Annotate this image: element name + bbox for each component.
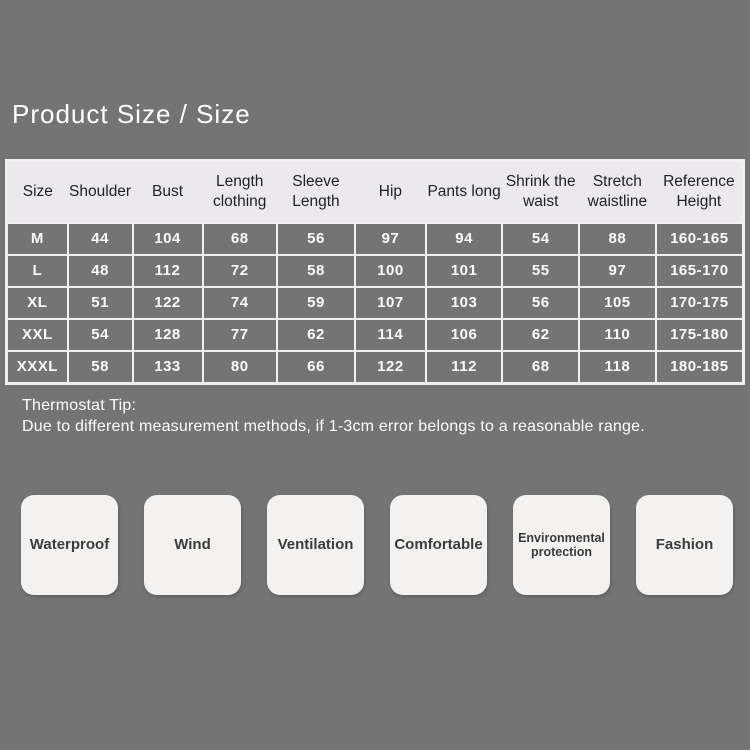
column-header-stretch-waistline: Stretch waistline bbox=[587, 173, 648, 210]
value-cell: 62 bbox=[275, 317, 357, 352]
size-cell: XXL bbox=[5, 317, 69, 352]
value-cell: 105 bbox=[578, 285, 657, 320]
value-cell: 77 bbox=[201, 317, 278, 352]
tip-heading: Thermostat Tip: bbox=[22, 397, 137, 414]
feature-badge-label: Ventilation bbox=[277, 536, 354, 554]
value-cell: 97 bbox=[354, 221, 427, 256]
size-cell: M bbox=[5, 221, 69, 256]
value-cell: 107 bbox=[354, 285, 427, 320]
value-cell: 54 bbox=[66, 317, 134, 352]
value-cell: 118 bbox=[578, 349, 657, 384]
value-cell: 104 bbox=[131, 221, 204, 256]
value-cell: 68 bbox=[201, 221, 278, 256]
page-title: Product Size / Size bbox=[12, 99, 251, 129]
value-cell: 80 bbox=[201, 349, 278, 384]
column-header-sleeve-length: Sleeve Length bbox=[292, 173, 340, 210]
value-cell: 44 bbox=[66, 221, 134, 256]
value-cell: 94 bbox=[424, 221, 504, 256]
value-cell: 128 bbox=[131, 317, 204, 352]
value-cell: 62 bbox=[501, 317, 581, 352]
value-cell: 112 bbox=[131, 253, 204, 288]
value-cell: 170-175 bbox=[654, 285, 745, 320]
feature-badge-label: Environmental protection bbox=[518, 530, 605, 559]
value-cell: 72 bbox=[201, 253, 278, 288]
column-header-shrink-the-waist: Shrink the waist bbox=[505, 173, 576, 210]
value-cell: 54 bbox=[501, 221, 581, 256]
table-row: XL 51 122 74 59 107 103 56 105 170-175 bbox=[5, 285, 745, 320]
tip-body: Due to different measurement methods, if… bbox=[22, 418, 645, 436]
value-cell: 165-170 bbox=[654, 253, 745, 288]
value-cell: 74 bbox=[201, 285, 278, 320]
value-cell: 66 bbox=[275, 349, 357, 384]
value-cell: 100 bbox=[354, 253, 427, 288]
value-cell: 51 bbox=[66, 285, 134, 320]
size-cell: XL bbox=[5, 285, 69, 320]
value-cell: 133 bbox=[131, 349, 204, 384]
feature-badge-environmental-protection: Environmental protection bbox=[513, 495, 610, 595]
value-cell: 114 bbox=[354, 317, 427, 352]
value-cell: 106 bbox=[424, 317, 504, 352]
measurement-tip: Thermostat Tip: Due to different measure… bbox=[22, 395, 645, 437]
value-cell: 68 bbox=[501, 349, 581, 384]
feature-badge-label: Waterproof bbox=[29, 536, 110, 554]
value-cell: 48 bbox=[66, 253, 134, 288]
value-cell: 101 bbox=[424, 253, 504, 288]
value-cell: 88 bbox=[578, 221, 657, 256]
value-cell: 122 bbox=[131, 285, 204, 320]
size-cell: XXXL bbox=[5, 349, 69, 384]
table-row: M 44 104 68 56 97 94 54 88 160-165 bbox=[5, 221, 745, 256]
value-cell: 112 bbox=[424, 349, 504, 384]
value-cell: 97 bbox=[578, 253, 657, 288]
value-cell: 58 bbox=[66, 349, 134, 384]
size-table: Size Shoulder Bust Length clothing Sleeve Le… bbox=[5, 159, 745, 385]
value-cell: 59 bbox=[275, 285, 357, 320]
feature-badges: Waterproof Wind Ventilation Comfortable Envi… bbox=[21, 495, 733, 595]
value-cell: 56 bbox=[275, 221, 357, 256]
column-header-length-clothing: Length clothing bbox=[212, 173, 267, 210]
value-cell: 122 bbox=[354, 349, 427, 384]
value-cell: 180-185 bbox=[654, 349, 745, 384]
feature-badge-comfortable: Comfortable bbox=[390, 495, 487, 595]
table-row: XXXL 58 133 80 66 122 112 68 118 180-185 bbox=[5, 349, 745, 384]
feature-badge-ventilation: Ventilation bbox=[267, 495, 364, 595]
column-header-hip: Hip bbox=[378, 183, 403, 201]
column-header-bust: Bust bbox=[151, 183, 183, 201]
feature-badge-wind: Wind bbox=[144, 495, 241, 595]
value-cell: 56 bbox=[501, 285, 581, 320]
table-row: XXL 54 128 77 62 114 106 62 110 175-180 bbox=[5, 317, 745, 352]
column-header-reference-height: Reference Height bbox=[663, 173, 735, 210]
size-table-body: M 44 104 68 56 97 94 54 88 160-165 L 48 112 72 58 100 10… bbox=[5, 221, 745, 384]
value-cell: 160-165 bbox=[654, 221, 745, 256]
value-cell: 110 bbox=[578, 317, 657, 352]
feature-badge-label: Comfortable bbox=[394, 536, 483, 554]
table-row: L 48 112 72 58 100 101 55 97 165-170 bbox=[5, 253, 745, 288]
feature-badge-label: Wind bbox=[174, 536, 211, 554]
feature-badge-label: Fashion bbox=[655, 536, 714, 554]
size-cell: L bbox=[5, 253, 69, 288]
size-table-header-row: Size Shoulder Bust Length clothing Sleeve Le… bbox=[6, 160, 744, 223]
value-cell: 175-180 bbox=[654, 317, 745, 352]
value-cell: 58 bbox=[275, 253, 357, 288]
column-header-size: Size bbox=[22, 183, 53, 201]
column-header-shoulder: Shoulder bbox=[69, 183, 132, 201]
column-header-pants-long: Pants long bbox=[427, 183, 501, 201]
value-cell: 103 bbox=[424, 285, 504, 320]
feature-badge-fashion: Fashion bbox=[636, 495, 733, 595]
value-cell: 55 bbox=[501, 253, 581, 288]
feature-badge-waterproof: Waterproof bbox=[21, 495, 118, 595]
